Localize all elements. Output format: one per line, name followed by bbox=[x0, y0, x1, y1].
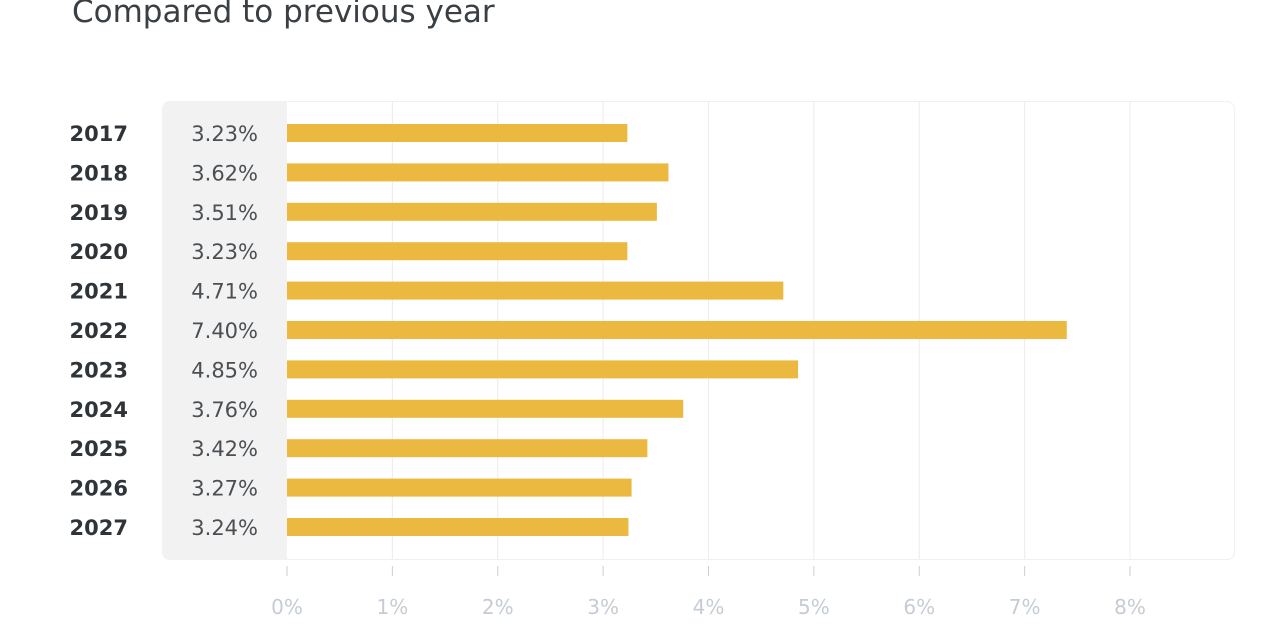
bar bbox=[287, 124, 628, 142]
bar bbox=[287, 242, 628, 261]
x-tick-label: 4% bbox=[693, 595, 725, 619]
x-tick-label: 5% bbox=[798, 595, 830, 619]
category-label: 2018 bbox=[70, 161, 128, 185]
bar bbox=[287, 399, 684, 418]
x-tick-label: 3% bbox=[587, 595, 619, 619]
x-tick-label: 8% bbox=[1114, 595, 1146, 619]
value-label-column bbox=[162, 101, 287, 560]
bar bbox=[287, 202, 657, 221]
value-label: 3.42% bbox=[191, 437, 258, 461]
x-tick-label: 1% bbox=[377, 595, 409, 619]
category-label: 2027 bbox=[70, 516, 128, 540]
x-tick-label: 7% bbox=[1009, 595, 1041, 619]
category-label: 2022 bbox=[70, 319, 128, 343]
value-label: 3.51% bbox=[191, 201, 258, 225]
bar bbox=[287, 321, 1067, 339]
category-label: 2026 bbox=[70, 477, 128, 501]
x-tick-label: 2% bbox=[482, 595, 514, 619]
bar bbox=[287, 281, 784, 300]
x-tick-label: 0% bbox=[271, 595, 303, 619]
value-label: 3.23% bbox=[191, 240, 258, 264]
value-label: 4.71% bbox=[191, 280, 258, 304]
category-label: 2020 bbox=[70, 240, 128, 264]
value-label: 3.62% bbox=[191, 161, 258, 185]
value-label: 4.85% bbox=[191, 358, 258, 382]
value-label: 3.27% bbox=[191, 477, 258, 501]
value-label: 3.76% bbox=[191, 398, 258, 422]
value-label: 3.24% bbox=[191, 516, 258, 540]
bar bbox=[287, 478, 632, 497]
category-label: 2021 bbox=[70, 280, 128, 304]
category-label: 2017 bbox=[70, 122, 128, 146]
chart-title: Compared to previous year bbox=[72, 0, 495, 30]
category-label: 2025 bbox=[70, 437, 128, 461]
value-label: 3.23% bbox=[191, 122, 258, 146]
category-label: 2023 bbox=[70, 358, 128, 382]
bar bbox=[287, 360, 799, 379]
value-label: 7.40% bbox=[191, 319, 258, 343]
category-label: 2019 bbox=[70, 201, 128, 225]
x-tick-label: 6% bbox=[903, 595, 935, 619]
category-label: 2024 bbox=[70, 398, 128, 422]
bar bbox=[287, 163, 669, 182]
bar bbox=[287, 518, 629, 536]
bar bbox=[287, 439, 648, 458]
